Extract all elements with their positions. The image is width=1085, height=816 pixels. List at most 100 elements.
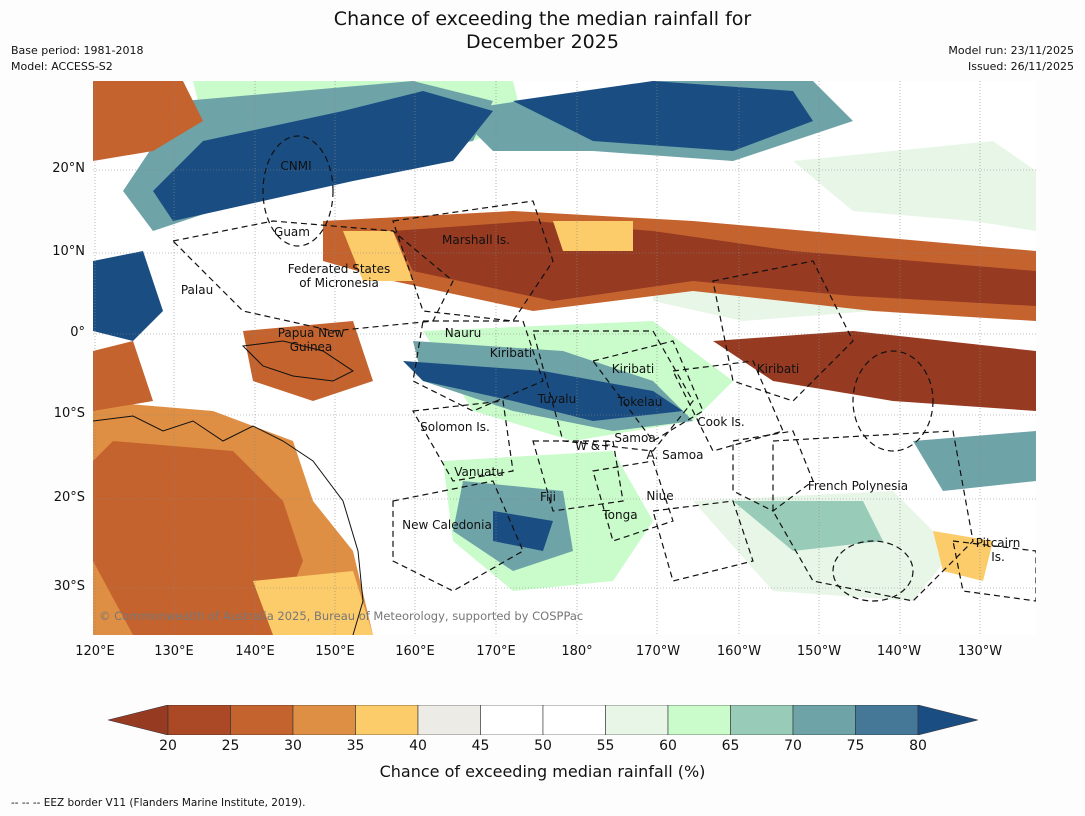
- lon-label-180: 180°: [561, 644, 593, 659]
- place-pitcairn: Pitcairn Is.: [976, 536, 1021, 564]
- colorbar-title: Chance of exceeding median rainfall (%): [379, 762, 706, 781]
- lon-label-130e: 130°E: [154, 644, 194, 659]
- colorbar-tick-label: 70: [784, 738, 802, 754]
- place-guam: Guam: [274, 225, 310, 239]
- field-patch-yellow-marshall: [553, 221, 633, 251]
- colorbar-tick-label: 50: [534, 738, 552, 754]
- meta-left: Base period: 1981-2018 Model: ACCESS-S2: [11, 43, 143, 75]
- colorbar-segment: [417, 705, 481, 735]
- place-kiribati-east: Kiribati: [756, 362, 800, 376]
- field-north-dark-blue-east: [513, 81, 813, 151]
- field-equatorial-dark-blue: [403, 361, 683, 421]
- colorbar-segment: [605, 705, 669, 735]
- colorbar-segment: [355, 705, 419, 735]
- eez-footnote: -- -- -- EEZ border V11 (Flanders Marine…: [11, 797, 306, 809]
- lon-label-130w: 130°W: [957, 644, 1003, 659]
- place-french-polynesia: French Polynesia: [807, 479, 909, 493]
- lon-label-140w: 140°W: [876, 644, 922, 659]
- place-samoa: Samoa: [614, 431, 656, 445]
- place-kiribati-central: Kiribati: [611, 362, 655, 376]
- lon-label-140e: 140°E: [235, 644, 275, 659]
- colorbar-segment: [230, 705, 294, 735]
- place-kiribati-west: Kiribati: [489, 346, 533, 360]
- place-fsm-line2: of Micronesia: [299, 276, 379, 290]
- lat-label-10n: 10°N: [52, 244, 85, 259]
- title-line-2: December 2025: [466, 31, 619, 53]
- eez-borders: [171, 135, 1036, 602]
- place-fiji: Fiji: [539, 490, 557, 504]
- colorbar-tick-label: 65: [721, 738, 740, 754]
- field-patch-sage: [733, 501, 883, 551]
- colorbar-segment: [667, 705, 731, 735]
- copyright-notice: © Commonwealth of Australia 2025, Bureau…: [99, 609, 584, 623]
- colorbar-tick-label: 45: [471, 738, 490, 754]
- field-west-dark-blue: [93, 251, 163, 341]
- colorbar-segments: [167, 705, 919, 735]
- place-png-line2: Guinea: [289, 340, 333, 354]
- colorbar-segment: [542, 705, 606, 735]
- field-equatorial-very-dry-band: [393, 221, 1036, 306]
- place-wallis-futuna: W & F: [575, 439, 611, 453]
- colorbar-over-arrow: [917, 705, 978, 735]
- lon-label-170w: 170°W: [635, 644, 681, 659]
- field-patch-yellow-south: [253, 571, 373, 635]
- place-tonga: Tonga: [602, 508, 638, 522]
- field-north-dark-blue: [153, 91, 493, 221]
- lon-label-160e: 160°E: [395, 644, 435, 659]
- field-patch-teal-east: [913, 431, 1036, 491]
- model-run: Model run: 23/11/2025: [948, 44, 1074, 57]
- base-period: Base period: 1981-2018: [11, 44, 144, 57]
- chart-title: Chance of exceeding the median rainfall …: [0, 8, 1085, 54]
- field-patch-light-ne: [793, 141, 1036, 231]
- colorbar-segment: [730, 705, 794, 735]
- place-solomon-islands: Solomon Is.: [420, 420, 490, 434]
- colorbar-tick-label: 60: [659, 738, 677, 754]
- colorbar-tick-label: 75: [846, 738, 865, 754]
- place-palau: Palau: [180, 283, 214, 297]
- colorbar-tick-label: 30: [284, 738, 302, 754]
- place-cnmi: CNMI: [280, 159, 312, 173]
- place-png: Papua New Guinea: [278, 326, 345, 354]
- lat-label-20s: 20°S: [53, 490, 85, 505]
- model-name: Model: ACCESS-S2: [11, 60, 113, 73]
- colorbar: [108, 705, 978, 735]
- png-coastline: [241, 340, 354, 382]
- field-south-dark-blue: [493, 511, 553, 551]
- place-tokelau: Tokelau: [617, 395, 663, 409]
- colorbar-segment: [855, 705, 919, 735]
- place-pitcairn-line1: Pitcairn: [975, 536, 1021, 550]
- colorbar-tick-label: 40: [409, 738, 427, 754]
- place-american-samoa: A. Samoa: [646, 448, 704, 462]
- place-marshall-islands: Marshall Is.: [442, 233, 510, 247]
- colorbar-segment: [480, 705, 544, 735]
- field-australia-drier: [93, 441, 303, 635]
- place-niue: Niue: [646, 489, 674, 503]
- field-nw-dry: [93, 81, 203, 161]
- colorbar-tick-label: 25: [221, 738, 240, 754]
- lon-label-150e: 150°E: [315, 644, 355, 659]
- field-png-dry: [243, 321, 373, 401]
- lon-label-120e: 120°E: [75, 644, 115, 659]
- colorbar-segment: [167, 705, 231, 735]
- colorbar-tick-label: 80: [909, 738, 927, 754]
- lat-label-20n: 20°N: [52, 161, 85, 176]
- place-new-caledonia: New Caledonia: [402, 518, 492, 532]
- colorbar-tick-label: 20: [159, 738, 177, 754]
- place-pitcairn-line2: Is.: [991, 550, 1005, 564]
- lon-label-170e: 170°E: [476, 644, 516, 659]
- colorbar-segment: [792, 705, 856, 735]
- meta-right: Model run: 23/11/2025 Issued: 26/11/2025: [948, 43, 1074, 75]
- field-indonesia-dry: [93, 341, 153, 411]
- place-vanuatu: Vanuatu: [454, 465, 504, 479]
- field-east-very-dry: [713, 331, 1036, 411]
- place-fsm: Federated States of Micronesia: [288, 262, 390, 290]
- title-line-1: Chance of exceeding the median rainfall …: [333, 8, 752, 30]
- lat-label-30s: 30°S: [53, 579, 85, 594]
- place-nauru: Nauru: [444, 326, 482, 340]
- place-png-line1: Papua New: [277, 326, 345, 340]
- place-fsm-line1: Federated States: [287, 262, 391, 276]
- issued-date: Issued: 26/11/2025: [967, 60, 1074, 73]
- field-patch-yellow-fsm: [343, 231, 413, 281]
- australia-coastline: [93, 415, 364, 635]
- lat-label-10s: 10°S: [53, 406, 85, 421]
